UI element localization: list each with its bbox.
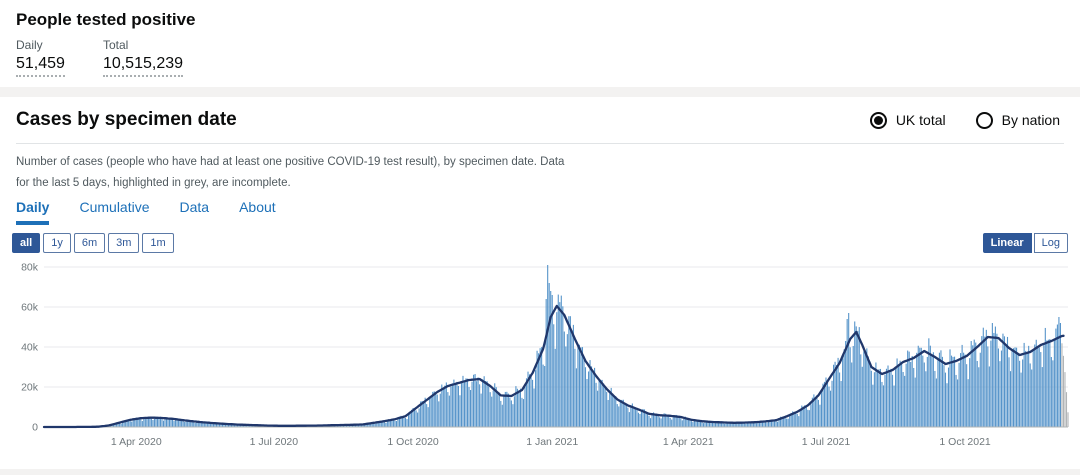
svg-text:1 Apr 2021: 1 Apr 2021 [663,436,714,448]
tab-cumulative[interactable]: Cumulative [79,199,150,216]
scale-log-button[interactable]: Log [1033,233,1068,254]
radio-unselected-icon [975,111,993,129]
svg-text:1 Apr 2020: 1 Apr 2020 [111,436,162,448]
svg-text:1 Jul 2020: 1 Jul 2020 [250,436,299,448]
svg-text:20k: 20k [21,382,39,394]
svg-text:1 Oct 2020: 1 Oct 2020 [387,436,439,448]
bottom-band [0,469,1080,475]
tab-about[interactable]: About [239,199,276,216]
range-6m-button[interactable]: 6m [73,233,106,254]
range-all-button[interactable]: all [12,233,41,254]
metric-daily-value[interactable]: 51,459 [16,55,65,77]
svg-text:40k: 40k [21,342,39,354]
range-3m-button[interactable]: 3m [108,233,140,254]
metric-daily-label: Daily [16,38,43,52]
radio-uk-total[interactable]: UK total [869,111,946,129]
chart-tabs: Daily Cumulative Data About [16,199,1064,226]
cases-chart[interactable]: 0 20k 40k 60k 80k 1 Apr 2020 1 Jul 2020 1 Oct 2… [8,255,1072,455]
svg-text:1 Jan 2021: 1 Jan 2021 [526,436,578,448]
chart-title: Cases by specimen date [16,109,237,130]
svg-text:80k: 80k [21,262,39,274]
tab-daily[interactable]: Daily [16,199,50,226]
range-buttons: all 1y 6m 3m 1m [12,233,177,254]
svg-text:60k: 60k [21,302,39,314]
summary-metrics: Daily 51,459 Total 10,515,239 [16,38,1064,77]
cases-card: Cases by specimen date UK total By natio… [0,97,1080,455]
radio-selected-icon [869,111,887,129]
metric-total-label: Total [102,38,129,52]
description-line-2: for the last 5 days, highlighted in grey… [16,176,291,189]
radio-by-nation[interactable]: By nation [975,111,1060,129]
summary-section: People tested positive Daily 51,459 Tota… [0,0,1080,87]
chart-controls: all 1y 6m 3m 1m Linear Log [12,233,1068,254]
svg-text:1 Jul 2021: 1 Jul 2021 [802,436,851,448]
scale-linear-button[interactable]: Linear [982,233,1032,254]
svg-text:1 Oct 2021: 1 Oct 2021 [939,436,991,448]
metric-daily: Daily 51,459 [16,38,65,77]
scale-buttons: Linear Log [982,233,1068,254]
metric-total-value[interactable]: 10,515,239 [102,55,184,77]
metric-total: Total 10,515,239 [102,38,184,77]
chart-area[interactable]: 0 20k 40k 60k 80k 1 Apr 2020 1 Jul 2020 1 Oct 2… [8,255,1072,455]
svg-text:0: 0 [32,422,38,434]
chart-description: Number of cases (people who have had at … [16,152,1064,193]
section-divider-band [0,87,1080,97]
area-type-toggle: UK total By nation [869,111,1060,129]
tab-data[interactable]: Data [179,199,210,216]
summary-title: People tested positive [16,10,196,29]
range-1m-button[interactable]: 1m [142,233,174,254]
radio-by-nation-label: By nation [1001,112,1060,128]
radio-uk-total-label: UK total [895,112,946,128]
header-divider [16,143,1064,144]
description-line-1: Number of cases (people who have had at … [16,156,565,168]
card-header: Cases by specimen date UK total By natio… [0,97,1080,131]
range-1y-button[interactable]: 1y [43,233,71,254]
